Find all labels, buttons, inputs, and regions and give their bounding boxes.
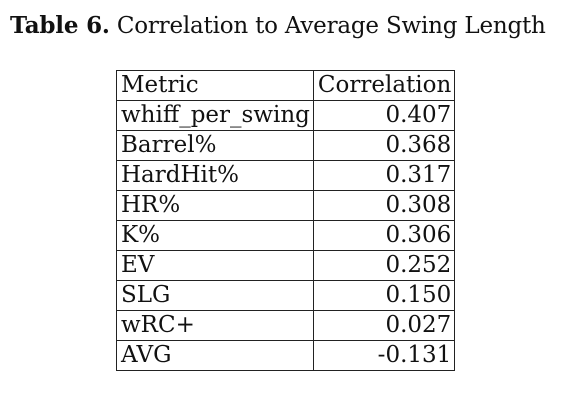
metric-cell: AVG	[116, 340, 314, 371]
table-row: whiff_per_swing 0.407	[116, 100, 456, 131]
table-header-row: Metric Correlation	[116, 70, 456, 101]
table-row: HR% 0.308	[116, 190, 456, 221]
correlation-cell: 0.150	[312, 280, 456, 311]
column-header-correlation: Correlation	[312, 70, 456, 101]
correlation-cell: 0.368	[312, 130, 456, 161]
correlation-cell: -0.131	[312, 340, 456, 371]
metric-cell: Barrel%	[116, 130, 314, 161]
table-row: HardHit% 0.317	[116, 160, 456, 191]
table-row: SLG 0.150	[116, 280, 456, 311]
correlation-cell: 0.252	[312, 250, 456, 281]
correlation-cell: 0.407	[312, 100, 456, 131]
correlation-cell: 0.306	[312, 220, 456, 251]
table-row: K% 0.306	[116, 220, 456, 251]
table-caption-text: Correlation to Average Swing Length	[116, 13, 546, 39]
metric-cell: whiff_per_swing	[116, 100, 314, 131]
correlation-cell: 0.308	[312, 190, 456, 221]
correlation-cell: 0.317	[312, 160, 456, 191]
metric-cell: K%	[116, 220, 314, 251]
table-row: EV 0.252	[116, 250, 456, 281]
metric-cell: SLG	[116, 280, 314, 311]
table-row: Barrel% 0.368	[116, 130, 456, 161]
table-caption: Table 6. Correlation to Average Swing Le…	[10, 12, 546, 40]
table-row: AVG -0.131	[116, 340, 456, 371]
column-header-metric: Metric	[116, 70, 314, 101]
metric-cell: wRC+	[116, 310, 314, 341]
correlation-cell: 0.027	[312, 310, 456, 341]
table-caption-label: Table 6.	[10, 12, 110, 39]
metric-cell: HR%	[116, 190, 314, 221]
metric-cell: HardHit%	[116, 160, 314, 191]
correlation-table: Metric Correlation whiff_per_swing 0.407…	[116, 70, 456, 371]
metric-cell: EV	[116, 250, 314, 281]
table-row: wRC+ 0.027	[116, 310, 456, 341]
